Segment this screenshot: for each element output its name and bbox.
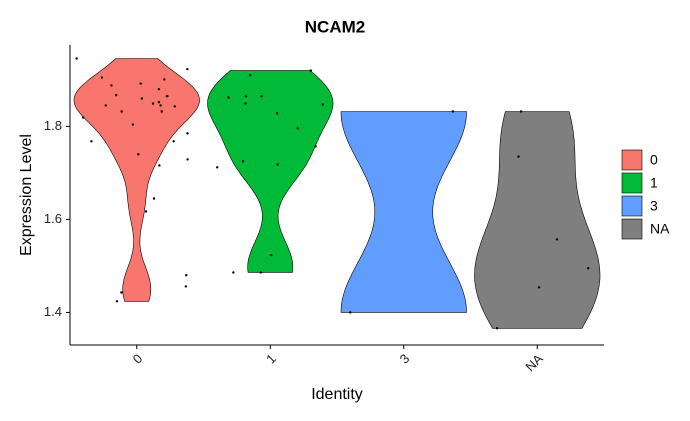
y-axis-title: Expression Level — [18, 134, 35, 256]
legend-key — [621, 218, 643, 240]
data-point — [139, 82, 142, 85]
data-point — [115, 94, 118, 97]
legend-key — [621, 195, 643, 217]
chart-title: NCAM2 — [305, 17, 365, 36]
data-point — [244, 102, 247, 105]
x-tick-label: 3 — [397, 351, 413, 367]
data-point — [216, 166, 219, 169]
violin — [474, 111, 601, 329]
data-point — [309, 69, 312, 72]
data-point — [314, 145, 317, 148]
x-axis-title: Identity — [311, 386, 363, 403]
violin — [340, 111, 467, 313]
data-point — [144, 210, 148, 213]
data-point — [296, 127, 299, 130]
data-point — [157, 87, 161, 91]
data-point — [173, 105, 177, 108]
legend-label: 3 — [650, 198, 658, 214]
data-point — [163, 78, 166, 81]
y-tick-label: 1.8 — [44, 118, 62, 133]
data-point — [517, 155, 520, 158]
data-point — [160, 110, 163, 113]
data-point — [100, 76, 104, 79]
data-point — [157, 101, 161, 104]
violin — [207, 70, 334, 273]
data-point — [321, 103, 324, 106]
data-point — [275, 112, 279, 115]
data-point — [81, 116, 85, 119]
data-point — [227, 96, 230, 99]
data-point — [276, 163, 279, 166]
legend-label: NA — [650, 221, 670, 237]
data-point — [120, 291, 123, 294]
data-point — [241, 160, 245, 163]
data-point — [159, 104, 162, 107]
data-point — [184, 285, 188, 288]
data-point — [248, 74, 252, 77]
data-point — [259, 271, 263, 274]
data-point — [151, 102, 155, 105]
x-tick-label: 0 — [130, 351, 146, 367]
data-point — [158, 164, 161, 167]
data-point — [186, 67, 189, 71]
data-point — [185, 274, 188, 277]
data-point — [587, 267, 590, 270]
data-point — [152, 197, 156, 200]
data-point — [451, 110, 455, 113]
data-point — [186, 158, 189, 161]
legend-label: 1 — [650, 175, 658, 191]
legend-key — [621, 149, 643, 171]
data-point — [104, 104, 107, 107]
data-point — [244, 94, 248, 98]
data-point — [137, 153, 140, 156]
data-point — [232, 271, 235, 274]
y-tick-label: 1.6 — [44, 211, 62, 226]
x-tick-label: NA — [522, 351, 546, 375]
data-point — [555, 238, 559, 241]
data-point — [519, 110, 523, 113]
data-point — [131, 123, 135, 126]
data-point — [495, 327, 499, 330]
data-point — [115, 300, 119, 303]
data-point — [166, 94, 169, 98]
data-point — [90, 140, 93, 143]
data-point — [349, 311, 352, 314]
data-point — [110, 84, 113, 87]
data-point — [172, 140, 175, 143]
violin — [73, 58, 200, 302]
x-tick-label: 1 — [263, 351, 279, 367]
data-point — [270, 254, 273, 257]
data-point — [260, 94, 263, 98]
data-point — [537, 286, 541, 289]
data-point — [75, 57, 78, 60]
legend-key — [621, 172, 643, 194]
y-tick-label: 1.4 — [44, 304, 62, 319]
data-point — [140, 97, 144, 100]
data-point — [186, 132, 189, 135]
data-point — [120, 110, 123, 113]
legend-label: 0 — [650, 152, 658, 168]
